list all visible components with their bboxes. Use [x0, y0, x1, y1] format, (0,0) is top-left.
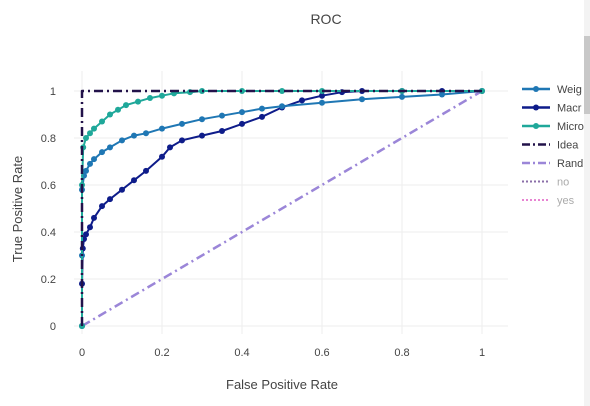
y-tick-label: 1: [50, 86, 56, 98]
legend-label: Micro: [557, 121, 584, 133]
x-tick-label: 0.4: [234, 347, 249, 359]
weighted-point: [179, 120, 185, 127]
y-tick-label: 0.8: [41, 133, 56, 145]
macro-point: [143, 167, 149, 174]
y-tick-label: 0.2: [41, 274, 56, 286]
legend-item-weighted[interactable]: Weig: [522, 84, 582, 96]
legend-marker: [533, 104, 539, 111]
micro-point: [135, 98, 141, 105]
x-tick-label: 0: [79, 347, 85, 359]
micro-point: [159, 92, 165, 99]
series-random: [81, 89, 483, 328]
legend-marker: [533, 86, 539, 92]
legend-item-no[interactable]: no: [522, 177, 569, 189]
grid-lines: [74, 71, 508, 334]
legend-label: no: [557, 177, 569, 189]
weighted-point: [119, 137, 125, 144]
weighted-point: [439, 91, 445, 98]
weighted-point: [399, 93, 405, 100]
legend-item-micro[interactable]: Micro: [522, 121, 584, 133]
micro-point: [147, 95, 153, 102]
weighted-point: [107, 144, 113, 151]
legend: Weig Macr Micro Idea Rand no yes: [522, 84, 584, 207]
x-tick-label: 0.8: [394, 347, 409, 359]
macro-point: [299, 97, 305, 104]
y-axis-title: True Positive Rate: [10, 156, 25, 262]
chart-title: ROC: [310, 11, 341, 27]
macro-point: [259, 113, 265, 120]
weighted-point: [99, 149, 105, 156]
legend-item-yes[interactable]: yes: [522, 195, 575, 207]
scrollbar-thumb[interactable]: [584, 36, 590, 114]
weighted-point: [259, 105, 265, 112]
weighted-point: [91, 156, 97, 163]
series-layer: [79, 88, 485, 329]
macro-point: [87, 224, 93, 231]
macro-point: [319, 92, 325, 99]
legend-item-random[interactable]: Rand: [522, 158, 583, 170]
macro-point: [219, 127, 225, 134]
macro-point: [167, 144, 173, 151]
x-tick-label: 0.2: [154, 347, 169, 359]
weighted-point: [159, 125, 165, 132]
legend-item-ideal[interactable]: Idea: [522, 140, 579, 152]
tick-labels: 0 0.2 0.4 0.6 0.8 1 0 0.2 0.4 0.6 0.8 1: [41, 86, 485, 359]
legend-label: Rand: [557, 158, 583, 170]
weighted-point: [199, 116, 205, 123]
legend-label: Macr: [557, 103, 582, 115]
micro-point: [115, 106, 121, 113]
weighted-point: [319, 99, 325, 106]
macro-point: [199, 132, 205, 139]
weighted-point: [219, 112, 225, 119]
micro-point: [87, 130, 93, 137]
macro-point: [179, 137, 185, 144]
legend-label: yes: [557, 195, 575, 207]
x-tick-label: 0.6: [314, 347, 329, 359]
weighted-point: [359, 96, 365, 103]
macro-point: [239, 120, 245, 127]
series-ideal: [80, 89, 482, 326]
weighted-point: [131, 132, 137, 139]
macro-point: [107, 196, 113, 203]
y-tick-label: 0: [50, 321, 56, 333]
ideal-line: [80, 89, 482, 326]
legend-marker: [533, 123, 539, 129]
micro-point: [107, 111, 113, 118]
macro-point: [83, 231, 89, 238]
weighted-point: [83, 167, 89, 174]
weighted-point: [143, 130, 149, 137]
macro-point: [99, 203, 105, 210]
x-axis-title: False Positive Rate: [226, 377, 338, 392]
y-tick-label: 0.6: [41, 180, 56, 192]
x-tick-label: 1: [479, 347, 485, 359]
random-line: [81, 89, 483, 328]
weighted-point: [87, 160, 93, 167]
macro-point: [91, 214, 97, 221]
y-tick-label: 0.4: [41, 227, 56, 239]
micro-point: [91, 125, 97, 132]
scrollbar-track[interactable]: [584, 0, 590, 406]
micro-point: [83, 135, 89, 141]
macro-point: [119, 186, 125, 193]
legend-label: Weig: [557, 84, 582, 96]
micro-point: [123, 102, 129, 109]
legend-label: Idea: [557, 140, 579, 152]
weighted-point: [279, 103, 285, 110]
macro-point: [159, 153, 165, 160]
macro-point: [131, 177, 137, 184]
micro-point: [99, 118, 105, 125]
weighted-point: [239, 109, 245, 116]
legend-item-macro[interactable]: Macr: [522, 103, 582, 115]
micro-point: [279, 88, 285, 94]
